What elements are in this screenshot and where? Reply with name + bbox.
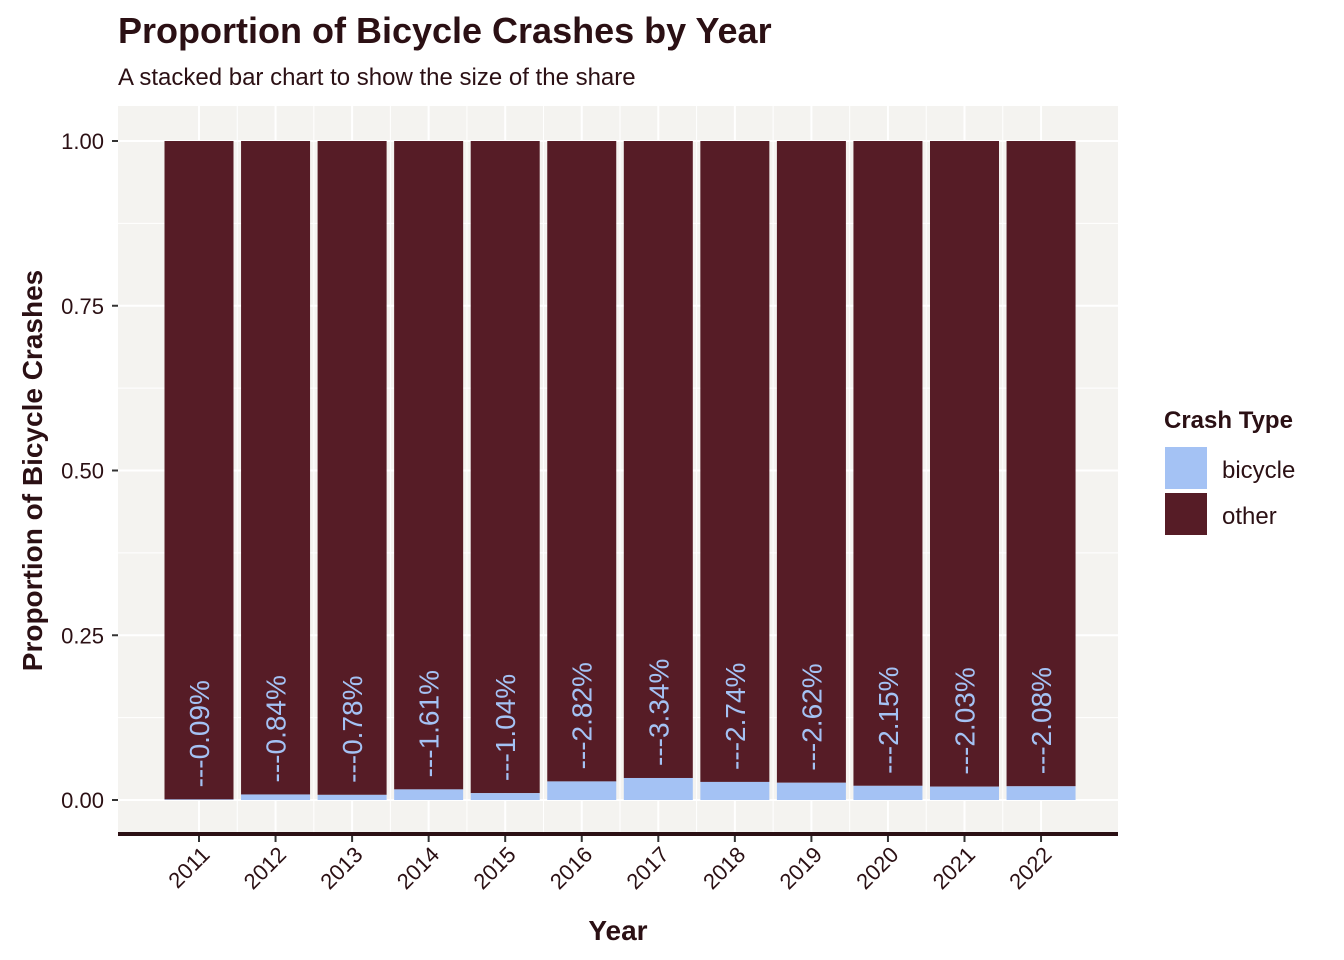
y-axis-title: Proportion of Bicycle Crashes: [17, 270, 48, 671]
x-tick-label: 2022: [1004, 842, 1056, 894]
bar-other-2012: [241, 141, 311, 795]
bar-bicycle-2013: [317, 794, 387, 800]
data-label: ---2.82%: [567, 662, 598, 769]
legend-label-other: other: [1222, 503, 1277, 530]
y-tick-label: 1.00: [61, 129, 104, 154]
bar-bicycle-2015: [470, 793, 540, 800]
legend-label-bicycle: bicycle: [1222, 457, 1295, 484]
legend-swatch-other: [1163, 491, 1209, 537]
y-tick-label: 0.75: [61, 294, 104, 319]
x-tick-label: 2013: [315, 842, 367, 894]
x-tick-label: 2011: [163, 842, 214, 893]
bar-bicycle-2014: [394, 789, 464, 800]
data-label: ---0.84%: [261, 675, 292, 782]
x-tick-label: 2016: [545, 842, 597, 894]
data-label: ---0.78%: [337, 675, 368, 782]
bar-other-2017: [623, 141, 693, 778]
y-axis: 0.00 0.25 0.50 0.75 1.00: [61, 129, 118, 813]
bar-bicycle-2017: [623, 777, 693, 800]
data-labels: ---0.09% ---0.84% ---0.78% ---1.61% ---1.04%…: [184, 659, 1057, 788]
data-label: ---0.09%: [184, 680, 215, 787]
legend-swatch-bicycle: [1163, 445, 1209, 491]
x-tick-label: 2019: [775, 842, 827, 894]
legend-title: Crash Type: [1164, 407, 1293, 434]
data-label: ---2.08%: [1026, 667, 1057, 774]
y-tick-label: 0.25: [61, 623, 104, 648]
bar-other-2011: [164, 141, 234, 800]
x-tick-label: 2018: [698, 842, 750, 894]
data-label: ---2.62%: [796, 663, 827, 770]
bar-other-2015: [470, 141, 540, 794]
bar-other-2016: [547, 141, 617, 782]
data-label: ---2.03%: [950, 667, 981, 774]
x-axis-title: Year: [588, 915, 647, 946]
bar-other-2014: [394, 141, 464, 790]
bar-bicycle-2018: [700, 781, 770, 800]
bar-other-2021: [930, 141, 999, 787]
bar-other-2022: [1006, 141, 1076, 787]
bar-bicycle-2019: [776, 782, 846, 800]
y-tick-label: 0.00: [61, 788, 104, 813]
x-tick-label: 2012: [239, 842, 291, 894]
bars: [164, 141, 1076, 800]
bar-bicycle-2022: [1006, 786, 1076, 800]
data-label: ---3.34%: [643, 659, 674, 766]
x-tick-label: 2014: [392, 842, 444, 894]
data-label: ---2.15%: [873, 666, 904, 773]
data-label: ---1.04%: [490, 674, 521, 781]
x-tick-label: 2020: [851, 842, 903, 894]
bar-other-2018: [700, 141, 770, 782]
bar-bicycle-2020: [853, 785, 923, 800]
bar-bicycle-2016: [547, 781, 617, 800]
x-tick-label: 2015: [468, 842, 520, 894]
legend: Crash Type bicycle other: [1163, 407, 1295, 537]
bar-other-2019: [776, 141, 846, 783]
bar-bicycle-2011: [164, 799, 234, 800]
data-label: ---1.61%: [414, 670, 445, 777]
bar-other-2020: [853, 141, 923, 786]
bar-bicycle-2012: [241, 794, 311, 800]
bar-other-2013: [317, 141, 387, 795]
x-tick-label: 2021: [928, 842, 980, 894]
chart-subtitle: A stacked bar chart to show the size of …: [118, 64, 636, 91]
data-label: ---2.74%: [720, 663, 751, 770]
y-tick-label: 0.50: [61, 459, 104, 484]
chart-title: Proportion of Bicycle Crashes by Year: [118, 10, 772, 51]
bar-bicycle-2021: [930, 786, 999, 800]
x-tick-label: 2017: [622, 842, 674, 894]
x-axis: 2011 2012 2013 2014 2015 2016 2017 2018 2019 2020…: [163, 836, 1057, 894]
